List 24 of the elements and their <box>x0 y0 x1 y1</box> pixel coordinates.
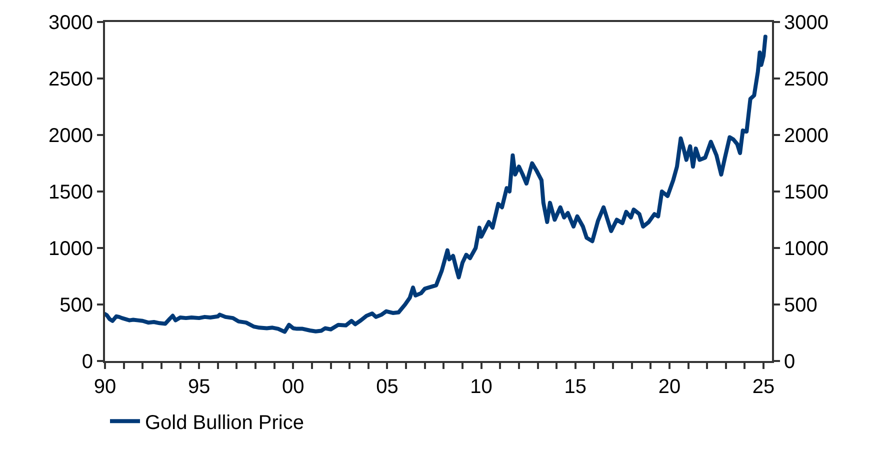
x-tick-label: 90 <box>94 376 116 398</box>
y-tick-label: 2500 <box>48 68 93 90</box>
y-tick-label: 1000 <box>48 238 93 260</box>
legend-label: Gold Bullion Price <box>145 412 304 434</box>
line-series <box>105 34 768 334</box>
x-tick-label: 15 <box>564 376 587 398</box>
x-tick-label: 95 <box>188 376 210 398</box>
y2-tick-label: 2500 <box>784 68 828 90</box>
y-tick-label: 0 <box>82 351 93 373</box>
y2-tick-label: 1000 <box>784 238 828 260</box>
y2-tick-label: 1500 <box>784 182 828 204</box>
y-tick-label: 500 <box>60 294 93 316</box>
x-tick-label: 00 <box>282 376 304 398</box>
x-tick-label: 10 <box>470 376 492 398</box>
x-tick-label: 20 <box>658 376 681 398</box>
y2-tick-label: 2000 <box>784 125 828 147</box>
x-tick-label: 05 <box>376 376 398 398</box>
y2-tick-label: 500 <box>784 294 818 316</box>
y-tick-label: 1500 <box>48 182 93 204</box>
y2-tick-label: 3000 <box>784 12 828 34</box>
y2-tick-label: 0 <box>784 351 796 373</box>
x-tick-label: 25 <box>752 376 775 398</box>
y-tick-label: 3000 <box>48 12 93 34</box>
y-tick-label: 2000 <box>48 125 93 147</box>
